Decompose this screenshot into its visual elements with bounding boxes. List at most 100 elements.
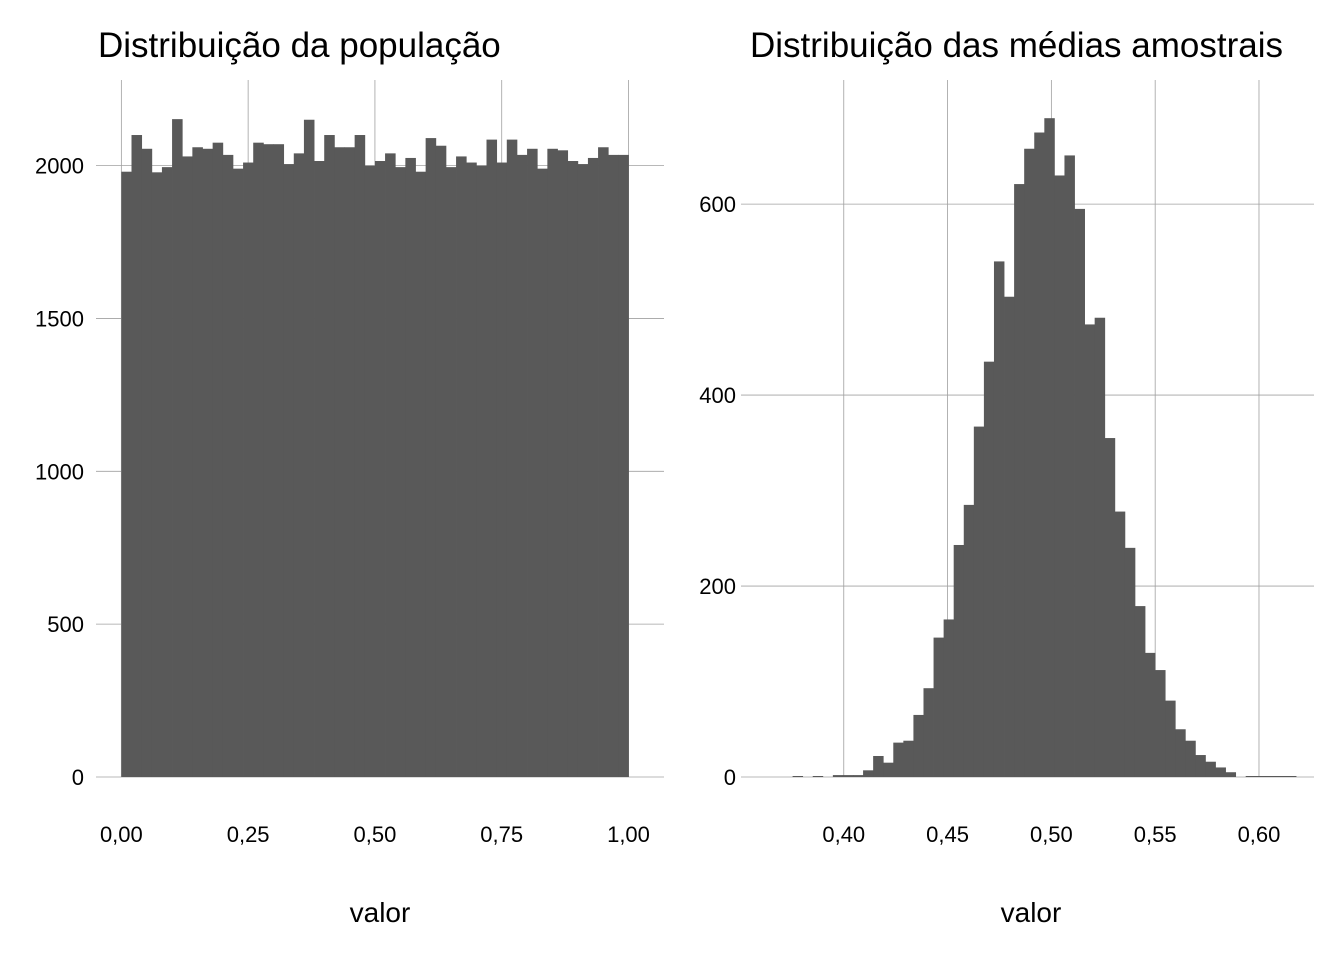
chart1-bar: [456, 156, 467, 778]
chart1-bar: [172, 119, 183, 777]
chart1-x-tick-label: 0,00: [100, 822, 143, 847]
chart2-bar: [1104, 438, 1116, 777]
chart2-bar: [1084, 324, 1096, 777]
chart2-y-tick-label: 400: [699, 383, 736, 408]
chart1-bar: [344, 147, 356, 777]
chart1-bar: [527, 148, 538, 777]
chart1-bar: [222, 154, 234, 778]
chart1-bar: [121, 171, 132, 778]
chart1-x-tick-label: 0,25: [227, 822, 270, 847]
chart1-bar: [577, 164, 589, 777]
chart1-bar: [567, 161, 579, 777]
chart2-bar: [973, 426, 985, 777]
chart1-x-tick-label: 0,50: [354, 822, 397, 847]
chart2-bar: [983, 361, 995, 777]
chart1-bar: [314, 161, 325, 777]
chart1-bar: [202, 148, 214, 777]
chart2-bar: [1014, 184, 1025, 777]
chart2-bar: [893, 742, 904, 777]
chart2-bar: [1155, 670, 1166, 777]
chart2-bar: [1145, 652, 1156, 777]
chart1-y-tick-label: 500: [47, 612, 84, 637]
chart1-bar: [324, 135, 335, 778]
chart1-bar: [243, 162, 254, 777]
chart2-bar: [953, 544, 965, 777]
chart1-bar: [618, 154, 629, 778]
chart2-bar: [1165, 700, 1176, 777]
chart1-bar: [496, 162, 508, 777]
chart1-bar: [161, 167, 173, 777]
chart1-bar: [283, 164, 295, 777]
chart2-bar: [1275, 776, 1287, 777]
chart2-bar: [883, 762, 894, 777]
chart1-bar: [598, 147, 609, 777]
chart1-y-tick-label: 1000: [35, 459, 84, 484]
chart1-bar: [364, 165, 376, 777]
chart2-bar: [1114, 511, 1126, 777]
chart2-bar: [1205, 761, 1216, 777]
chart2-bar: [1195, 755, 1206, 777]
chart1-bar: [486, 139, 498, 778]
chart1-bar: [466, 162, 477, 777]
chart1-bar: [537, 168, 548, 777]
chart1-bar: [557, 150, 569, 777]
chart1-bar: [263, 144, 274, 777]
chart2-x-tick-label: 0,60: [1238, 822, 1281, 847]
chart2-bar: [943, 619, 955, 777]
chart2-bar: [1255, 776, 1267, 777]
chart2-bar: [1064, 155, 1075, 777]
chart2-bar: [1265, 776, 1277, 777]
chart1-x-tick-label: 1,00: [607, 822, 650, 847]
chart1-bar: [516, 154, 528, 778]
chart1-bar: [587, 157, 599, 777]
chart2-bar: [842, 775, 854, 777]
chart2-bar: [863, 770, 874, 777]
chart1-bar: [547, 148, 558, 777]
chart1-bar: [192, 147, 203, 777]
chart2-bar: [812, 776, 824, 777]
chart1-y-tick-label: 0: [72, 765, 84, 790]
chart2-bar: [1024, 148, 1035, 777]
chart1-bar: [354, 135, 366, 778]
chart2-bar: [1185, 740, 1196, 777]
chart2-bar: [1124, 547, 1136, 777]
chart1-bar: [415, 171, 427, 778]
chart1-bar: [303, 119, 315, 778]
chart2-bar: [1044, 118, 1055, 778]
chart2-y-tick-label: 0: [724, 765, 736, 790]
chart1-bar: [131, 135, 143, 778]
chart1-bar: [293, 153, 305, 778]
chart1-bar: [334, 147, 345, 777]
chart1-bar: [506, 139, 518, 778]
chart1-bar: [212, 142, 224, 778]
chart2-bar: [1285, 776, 1297, 777]
chart1-bar: [151, 172, 163, 778]
chart2-x-tick-label: 0,55: [1134, 822, 1177, 847]
chart2-bar: [1215, 767, 1226, 777]
chart2-bar: [1034, 132, 1045, 778]
chart2-bar: [923, 688, 934, 777]
chart2-bar: [1225, 772, 1237, 777]
chart2-bar: [1074, 208, 1085, 777]
chart1-bar: [395, 167, 406, 777]
chart1-y-tick-label: 2000: [35, 154, 84, 179]
chart1-bar: [374, 161, 386, 777]
chart2-x-tick-label: 0,40: [822, 822, 865, 847]
chart2-bar: [1134, 606, 1146, 777]
chart2-x-tick-label: 0,50: [1030, 822, 1073, 847]
chart2-bar: [903, 740, 914, 777]
chart2-x-tick-label: 0,45: [926, 822, 969, 847]
chart2-x-axis-label: valor: [1001, 897, 1062, 928]
chart1-bar: [608, 154, 619, 778]
chart2-bar: [1054, 175, 1065, 778]
chart2-y-tick-label: 600: [699, 192, 736, 217]
chart1-bar: [476, 165, 487, 777]
chart2-bar: [913, 714, 924, 777]
chart1-y-tick-label: 1500: [35, 306, 84, 331]
chart2-bar: [853, 775, 864, 777]
chart1-bar: [182, 156, 193, 778]
chart1-bar: [253, 142, 264, 778]
chart2-bar: [1004, 296, 1015, 777]
chart2-bar: [1094, 317, 1106, 777]
